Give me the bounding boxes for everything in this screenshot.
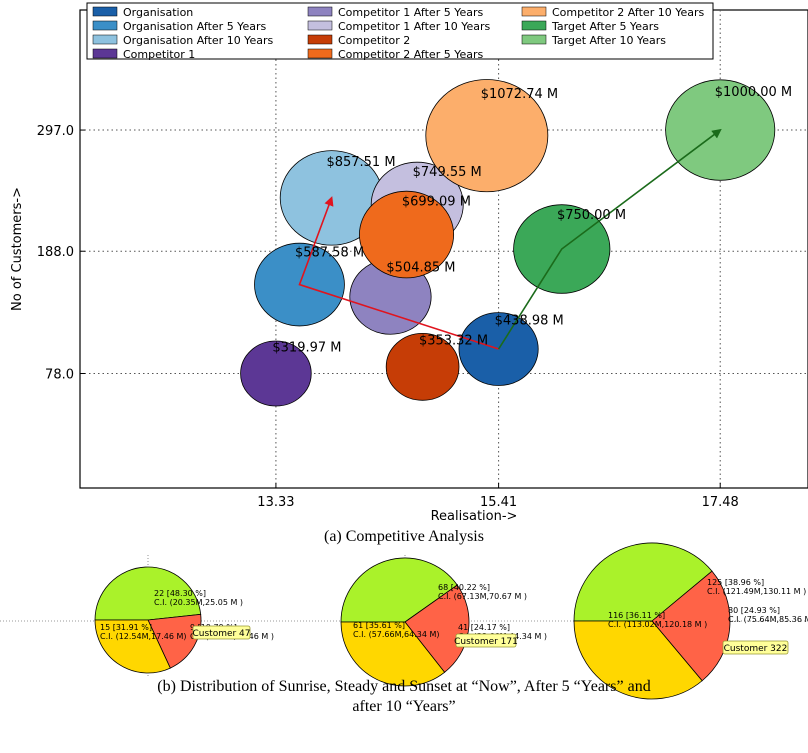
bubble-chart: 13.33 15.41 17.48 78.0 188.0 297.0 Realisation… — [10, 2, 808, 524]
legend-label: Competitor 1 After 10 Years — [338, 20, 490, 33]
legend-label: Competitor 2 — [338, 34, 410, 47]
pie-slice-count-label: 125 [38.96 %] — [707, 578, 764, 587]
pie-slice-ci-label: C.I. (75.64M,85.36 M ) — [728, 615, 808, 624]
customer-tag-label: Customer 322 — [724, 644, 788, 654]
bubble — [425, 79, 549, 193]
bubble-value-label: $857.51 M — [326, 155, 395, 170]
x-tick-label: 17.48 — [702, 495, 739, 510]
legend-swatch — [521, 20, 547, 31]
bubble-value-label: $353.32 M — [419, 333, 488, 348]
bubble-value-label: $750.00 M — [557, 208, 626, 223]
bubble-value-label: $749.55 M — [413, 165, 482, 180]
legend-swatch — [307, 20, 333, 31]
legend-swatch — [92, 34, 118, 45]
y-tick-label: 78.0 — [45, 368, 74, 383]
pie-slice — [573, 620, 703, 700]
pie-slice-ci-label: C.I. (113.02M,120.18 M ) — [608, 620, 707, 629]
pie-chart: 125 [38.96 %]C.I. (121.49M,130.11 M ) 80 … — [573, 542, 808, 700]
legend-swatch — [92, 6, 118, 17]
bubble — [359, 190, 455, 279]
customer-tag-label: Customer 171 — [454, 637, 518, 647]
customer-tag-box — [722, 640, 789, 655]
pie-slice-count-label: 116 [36.11 %] — [608, 611, 665, 620]
pie-slice — [340, 621, 446, 687]
legend-label: Organisation After 5 Years — [123, 20, 266, 33]
bubble-value-label: $319.97 M — [272, 341, 341, 356]
legend-swatch — [307, 34, 333, 45]
pie-slice-count-label: 68 [40.22 %] — [438, 583, 490, 592]
y-tick-label: 188.0 — [37, 245, 74, 260]
legend-label: Competitor 2 After 5 Years — [338, 48, 483, 61]
x-axis-label: Realisation-> — [431, 509, 518, 524]
customer-tag-box — [455, 633, 517, 648]
trajectory-arrow — [298, 196, 499, 350]
pie-slice-ci-label: C.I. (20.35M,25.05 M ) — [154, 598, 243, 607]
caption-b-line2: after 10 “Years” — [352, 698, 456, 715]
pie-slice-count-label: 61 [35.61 %] — [353, 621, 405, 630]
legend-box — [86, 2, 714, 60]
caption-b-line1: (b) Distribution of Sunrise, Steady and … — [157, 678, 651, 695]
pie-slice-count-label: 22 [48.30 %] — [154, 589, 206, 598]
legend-swatch — [307, 6, 333, 17]
x-tick-label: 15.41 — [480, 495, 517, 510]
bubble-value-label: $587.58 M — [295, 246, 364, 261]
pie-slice-ci-label: C.I. (67.13M,70.67 M ) — [438, 592, 527, 601]
bubble-value-label: $1072.74 M — [481, 87, 558, 102]
caption-a: (a) Competitive Analysis — [324, 528, 484, 545]
legend-label: Competitor 1 After 5 Years — [338, 6, 483, 19]
legend-label: Competitor 1 — [123, 48, 195, 61]
legend-label: Target After 10 Years — [551, 34, 666, 47]
pie-slice — [340, 557, 458, 623]
legend-swatch — [521, 34, 547, 45]
x-tick-label: 13.33 — [257, 495, 294, 510]
legend-swatch — [92, 20, 118, 31]
legend-label: Organisation — [123, 6, 193, 19]
trajectory-arrow — [497, 128, 722, 350]
legend-label: Competitor 2 After 10 Years — [552, 6, 704, 19]
pie-slice — [147, 613, 202, 669]
bubble — [385, 332, 460, 401]
pie-chart: 68 [40.22 %]C.I. (67.13M,70.67 M ) 41 [24… — [340, 557, 547, 687]
y-axis-label: No of Customers-> — [10, 187, 25, 311]
pie-slice — [651, 570, 731, 682]
pie-slice-ci-label: C.I. (121.49M,130.11 M ) — [707, 587, 806, 596]
customer-tag-box — [192, 625, 251, 640]
pie-slice — [94, 619, 171, 674]
legend-swatch — [307, 48, 333, 59]
pie-slice-ci-label: C.I. (57.66M,64.34 M) — [353, 630, 440, 639]
pie-chart: 22 [48.30 %]C.I. (20.35M,25.05 M )9 [19.… — [94, 566, 274, 674]
pie-slice-count-label: 80 [24.93 %] — [728, 606, 780, 615]
bubble-value-label: $438.98 M — [495, 313, 564, 328]
legend-swatch — [92, 48, 118, 59]
y-tick-label: 297.0 — [37, 124, 74, 139]
bubble — [240, 340, 312, 407]
pie-slice — [94, 566, 202, 621]
bubble-value-label: $504.85 M — [386, 261, 455, 276]
bubble-value-label: $699.09 M — [402, 194, 471, 209]
legend-label: Target After 5 Years — [551, 20, 659, 33]
bubble-value-label: $1000.00 M — [715, 85, 792, 100]
legend-label: Organisation After 10 Years — [123, 34, 273, 47]
pie-slice-ci-label: C.I. (12.54M,17.46 M) — [100, 632, 187, 641]
customer-tag-label: Customer 47 — [192, 629, 250, 639]
pie-slice-count-label: 41 [24.17 %] — [458, 623, 510, 632]
pie-slice — [404, 584, 470, 673]
pie-slice-count-label: 15 [31.91 %] — [100, 623, 152, 632]
legend-swatch — [521, 6, 547, 17]
pie-slice — [573, 542, 713, 622]
